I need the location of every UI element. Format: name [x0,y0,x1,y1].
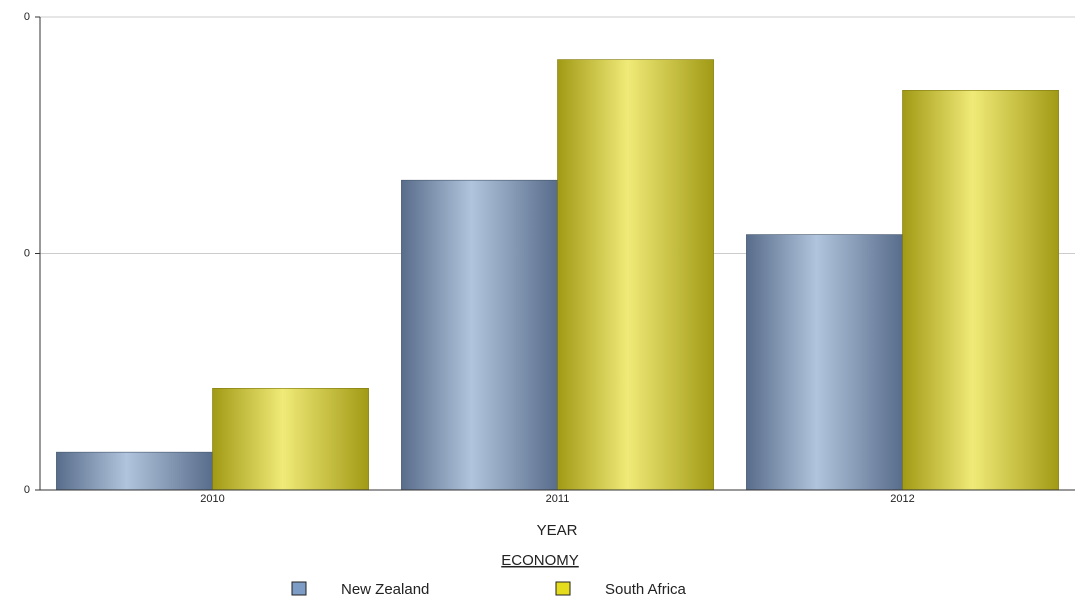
x-tick-label: 2010 [200,493,224,505]
bar [401,179,558,491]
legend-label: New Zealand [341,581,429,598]
bar [746,234,903,491]
legend-swatch [291,581,307,596]
legend-title: ECONOMY [501,552,579,569]
y-tick-label: 0 [24,247,30,259]
bar [56,451,213,491]
y-tick-label: 0 [24,11,30,23]
y-tick-label: 0 [24,484,30,496]
bar [212,388,369,491]
bar [902,90,1059,491]
x-axis-label: YEAR [537,522,578,539]
x-tick-label: 2011 [546,493,570,505]
legend-swatch [555,581,571,596]
legend-label: South Africa [605,581,687,598]
x-tick-label: 2012 [890,493,914,505]
bar [557,59,714,491]
